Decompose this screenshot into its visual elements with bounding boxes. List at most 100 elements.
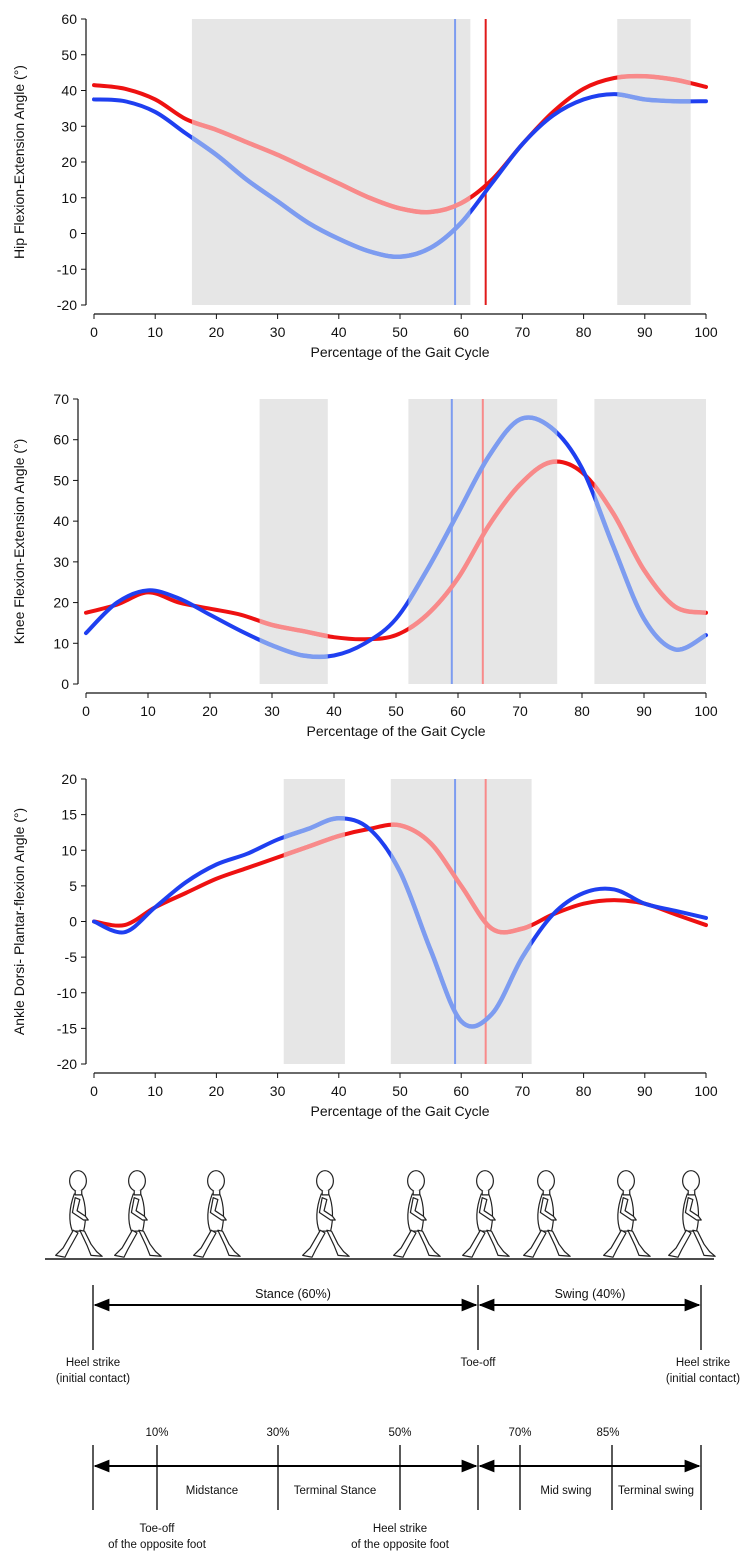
child-figure: [193, 1170, 241, 1258]
x-tick-label: 50: [392, 324, 408, 340]
x-tick-label: 100: [694, 703, 718, 719]
phase-label: Swing (40%): [555, 1287, 626, 1301]
y-tick-label: 15: [61, 807, 77, 823]
x-tick-label: 40: [331, 324, 347, 340]
shaded-region: [617, 19, 691, 305]
y-tick-label: 0: [69, 914, 77, 930]
y-tick-label: 0: [69, 226, 77, 242]
x-tick-label: 0: [90, 1083, 98, 1099]
event-label: Heel strike: [373, 1523, 427, 1535]
y-axis-label: Knee Flexion-Extension Angle (°): [11, 439, 27, 645]
y-tick-label: 60: [53, 432, 69, 448]
x-tick-label: 40: [331, 1083, 347, 1099]
series-line-highlight: [283, 822, 532, 935]
event-label: (initial contact): [56, 1373, 130, 1385]
y-tick-label: 30: [61, 118, 77, 134]
subphase-label: Midstance: [186, 1485, 238, 1497]
y-tick-label: 50: [61, 47, 77, 63]
x-tick-label: 80: [576, 324, 592, 340]
y-tick-label: -20: [57, 1056, 77, 1072]
line-chart: 0 10 20 30 40 50 60 70 0 10 20 30 40 50 60 70 80 90 100 Per…: [11, 391, 718, 739]
y-tick-label: 40: [53, 513, 69, 529]
y-tick-label: -10: [57, 985, 77, 1001]
y-tick-label: -5: [65, 949, 78, 965]
x-tick-label: 70: [515, 1083, 531, 1099]
x-tick-label: 20: [209, 324, 225, 340]
y-tick-label: 10: [53, 635, 69, 651]
subphase-label: Terminal swing: [618, 1485, 694, 1497]
y-tick-label: 5: [69, 878, 77, 894]
y-tick-label: -15: [57, 1020, 77, 1036]
child-figure: [668, 1170, 716, 1258]
percent-label: 70%: [508, 1427, 531, 1439]
y-axis-label: Hip Flexion-Extension Angle (°): [11, 65, 27, 259]
event-label: (initial contact): [666, 1373, 740, 1385]
x-tick-label: 80: [576, 1083, 592, 1099]
x-tick-label: 70: [515, 324, 531, 340]
y-tick-label: -10: [57, 261, 77, 277]
subphase-label: Terminal Stance: [294, 1485, 376, 1497]
percent-label: 50%: [388, 1427, 411, 1439]
y-tick-label: 20: [53, 595, 69, 611]
line-chart: -20 -15 -10 -5 0 5 10 15 20 0 10 20 30 40 50 60 70 80 90 10…: [11, 771, 718, 1119]
y-tick-label: 0: [61, 676, 69, 692]
y-tick-label: 10: [61, 842, 77, 858]
y-tick-label: -20: [57, 297, 77, 313]
percent-label: 85%: [596, 1427, 619, 1439]
y-tick-label: 50: [53, 472, 69, 488]
x-tick-label: 60: [453, 1083, 469, 1099]
x-tick-label: 50: [388, 703, 404, 719]
x-tick-label: 70: [512, 703, 528, 719]
x-tick-label: 30: [270, 1083, 286, 1099]
x-axis-label: Percentage of the Gait Cycle: [311, 1103, 490, 1119]
shaded-region: [191, 19, 471, 305]
x-tick-label: 10: [147, 1083, 163, 1099]
x-tick-label: 30: [270, 324, 286, 340]
x-tick-label: 80: [574, 703, 590, 719]
x-axis-label: Percentage of the Gait Cycle: [311, 344, 490, 360]
event-label: Toe-off: [140, 1523, 176, 1535]
x-tick-label: 50: [392, 1083, 408, 1099]
x-tick-label: 60: [450, 703, 466, 719]
percent-label: 10%: [145, 1427, 168, 1439]
child-figure: [523, 1170, 571, 1258]
event-label: Heel strike: [66, 1357, 120, 1369]
child-figure: [114, 1170, 162, 1258]
phase-label: Stance (60%): [255, 1287, 331, 1301]
x-tick-label: 90: [636, 703, 652, 719]
x-tick-label: 100: [694, 324, 718, 340]
phase-diagram: [92, 1285, 702, 1510]
gait-figures: [45, 1170, 716, 1260]
x-axis-label: Percentage of the Gait Cycle: [307, 723, 486, 739]
subphase-label: Mid swing: [540, 1485, 591, 1497]
x-tick-label: 100: [694, 1083, 718, 1099]
x-tick-label: 20: [202, 703, 218, 719]
y-tick-label: 10: [61, 190, 77, 206]
shaded-region: [283, 779, 345, 1064]
y-tick-label: 40: [61, 83, 77, 99]
shaded-region: [259, 399, 328, 684]
x-tick-label: 40: [326, 703, 342, 719]
x-tick-label: 0: [90, 324, 98, 340]
y-axis-label: Ankle Dorsi- Plantar-flexion Angle (°): [11, 808, 27, 1035]
child-figure: [393, 1170, 441, 1258]
x-tick-label: 90: [637, 324, 653, 340]
event-label: Toe-off: [461, 1357, 497, 1369]
event-label: Heel strike: [676, 1357, 730, 1369]
x-tick-label: 20: [209, 1083, 225, 1099]
y-tick-label: 70: [53, 391, 69, 407]
event-label: of the opposite foot: [351, 1539, 450, 1551]
x-tick-label: 90: [637, 1083, 653, 1099]
y-tick-label: 20: [61, 771, 77, 787]
series-line-highlight: [283, 815, 532, 1029]
line-chart: -20 -10 0 10 20 30 40 50 60 0 10 20 30 40 50 60 70 80 90 10…: [11, 11, 718, 360]
child-figure: [302, 1170, 350, 1258]
child-figure: [462, 1170, 510, 1258]
y-tick-label: 20: [61, 154, 77, 170]
x-tick-label: 0: [82, 703, 90, 719]
percent-label: 30%: [266, 1427, 289, 1439]
y-tick-label: 30: [53, 554, 69, 570]
shaded-region: [390, 779, 532, 1064]
event-label: of the opposite foot: [108, 1539, 207, 1551]
